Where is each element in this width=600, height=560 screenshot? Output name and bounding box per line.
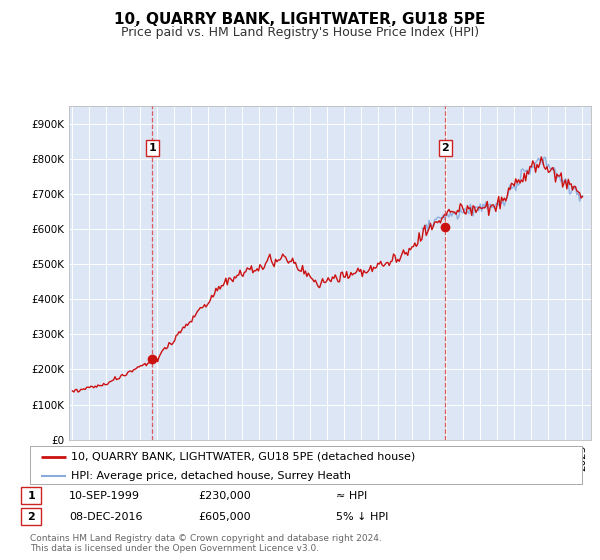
Text: Contains HM Land Registry data © Crown copyright and database right 2024.: Contains HM Land Registry data © Crown c… [30, 534, 382, 543]
Text: 10, QUARRY BANK, LIGHTWATER, GU18 5PE: 10, QUARRY BANK, LIGHTWATER, GU18 5PE [115, 12, 485, 27]
Text: Price paid vs. HM Land Registry's House Price Index (HPI): Price paid vs. HM Land Registry's House … [121, 26, 479, 39]
Text: ≈ HPI: ≈ HPI [336, 491, 367, 501]
Text: 1: 1 [28, 491, 35, 501]
Text: This data is licensed under the Open Government Licence v3.0.: This data is licensed under the Open Gov… [30, 544, 319, 553]
Text: 10, QUARRY BANK, LIGHTWATER, GU18 5PE (detached house): 10, QUARRY BANK, LIGHTWATER, GU18 5PE (d… [71, 452, 416, 462]
Text: 2: 2 [442, 143, 449, 153]
Text: 10-SEP-1999: 10-SEP-1999 [69, 491, 140, 501]
Text: 2: 2 [28, 512, 35, 522]
Text: HPI: Average price, detached house, Surrey Heath: HPI: Average price, detached house, Surr… [71, 471, 352, 481]
Text: 1: 1 [148, 143, 156, 153]
Text: 5% ↓ HPI: 5% ↓ HPI [336, 512, 388, 522]
Text: £230,000: £230,000 [198, 491, 251, 501]
Text: 08-DEC-2016: 08-DEC-2016 [69, 512, 143, 522]
Text: £605,000: £605,000 [198, 512, 251, 522]
